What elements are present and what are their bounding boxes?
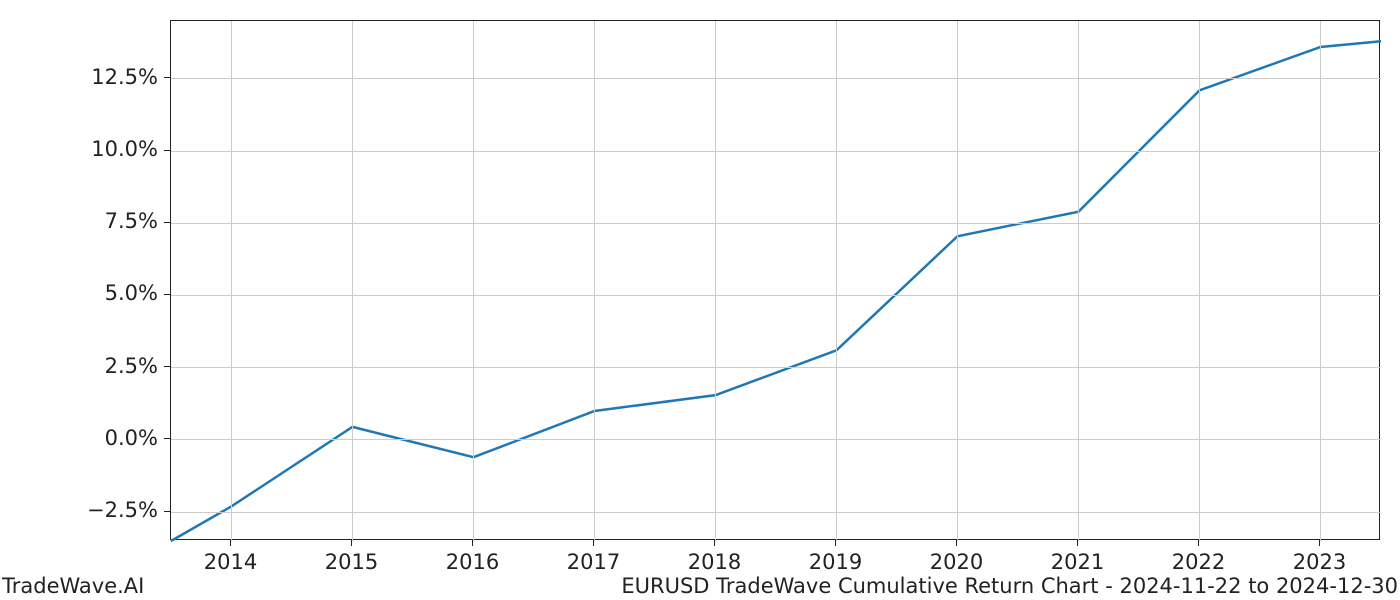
plot-area: [170, 20, 1380, 540]
x-gridline: [1078, 21, 1079, 541]
y-tick: [164, 222, 170, 223]
x-tick: [1319, 540, 1320, 546]
y-tick: [164, 438, 170, 439]
footer-right-text: EURUSD TradeWave Cumulative Return Chart…: [621, 574, 1398, 598]
y-tick: [164, 511, 170, 512]
x-gridline: [594, 21, 595, 541]
x-tick-label: 2016: [433, 550, 513, 574]
x-tick-label: 2017: [554, 550, 634, 574]
x-tick: [351, 540, 352, 546]
x-gridline: [1199, 21, 1200, 541]
x-gridline: [473, 21, 474, 541]
footer-left-watermark: TradeWave.AI: [2, 574, 144, 598]
x-tick: [593, 540, 594, 546]
y-tick: [164, 294, 170, 295]
footer-left-text: TradeWave.AI: [2, 574, 144, 598]
y-tick: [164, 150, 170, 151]
x-tick-label: 2015: [312, 550, 392, 574]
x-tick-label: 2023: [1280, 550, 1360, 574]
y-tick-label: 7.5%: [105, 209, 158, 233]
x-tick: [1077, 540, 1078, 546]
x-gridline: [231, 21, 232, 541]
x-tick-label: 2021: [1038, 550, 1118, 574]
x-tick-label: 2014: [191, 550, 271, 574]
x-tick: [956, 540, 957, 546]
x-gridline: [715, 21, 716, 541]
x-tick-label: 2019: [796, 550, 876, 574]
chart-canvas: TradeWave.AI EURUSD TradeWave Cumulative…: [0, 0, 1400, 600]
x-gridline: [352, 21, 353, 541]
x-gridline: [836, 21, 837, 541]
y-tick-label: 12.5%: [91, 65, 158, 89]
y-tick-label: 2.5%: [105, 354, 158, 378]
x-gridline: [957, 21, 958, 541]
x-tick: [714, 540, 715, 546]
x-tick-label: 2022: [1159, 550, 1239, 574]
x-tick: [230, 540, 231, 546]
x-tick: [1198, 540, 1199, 546]
y-tick-label: 0.0%: [105, 426, 158, 450]
y-tick-label: 10.0%: [91, 137, 158, 161]
x-gridline: [1320, 21, 1321, 541]
x-tick-label: 2020: [917, 550, 997, 574]
y-tick: [164, 366, 170, 367]
x-tick: [835, 540, 836, 546]
footer-right-caption: EURUSD TradeWave Cumulative Return Chart…: [621, 574, 1398, 598]
y-tick-label: −2.5%: [87, 498, 158, 522]
x-tick: [472, 540, 473, 546]
x-tick-label: 2018: [675, 550, 755, 574]
y-tick-label: 5.0%: [105, 281, 158, 305]
y-tick: [164, 77, 170, 78]
